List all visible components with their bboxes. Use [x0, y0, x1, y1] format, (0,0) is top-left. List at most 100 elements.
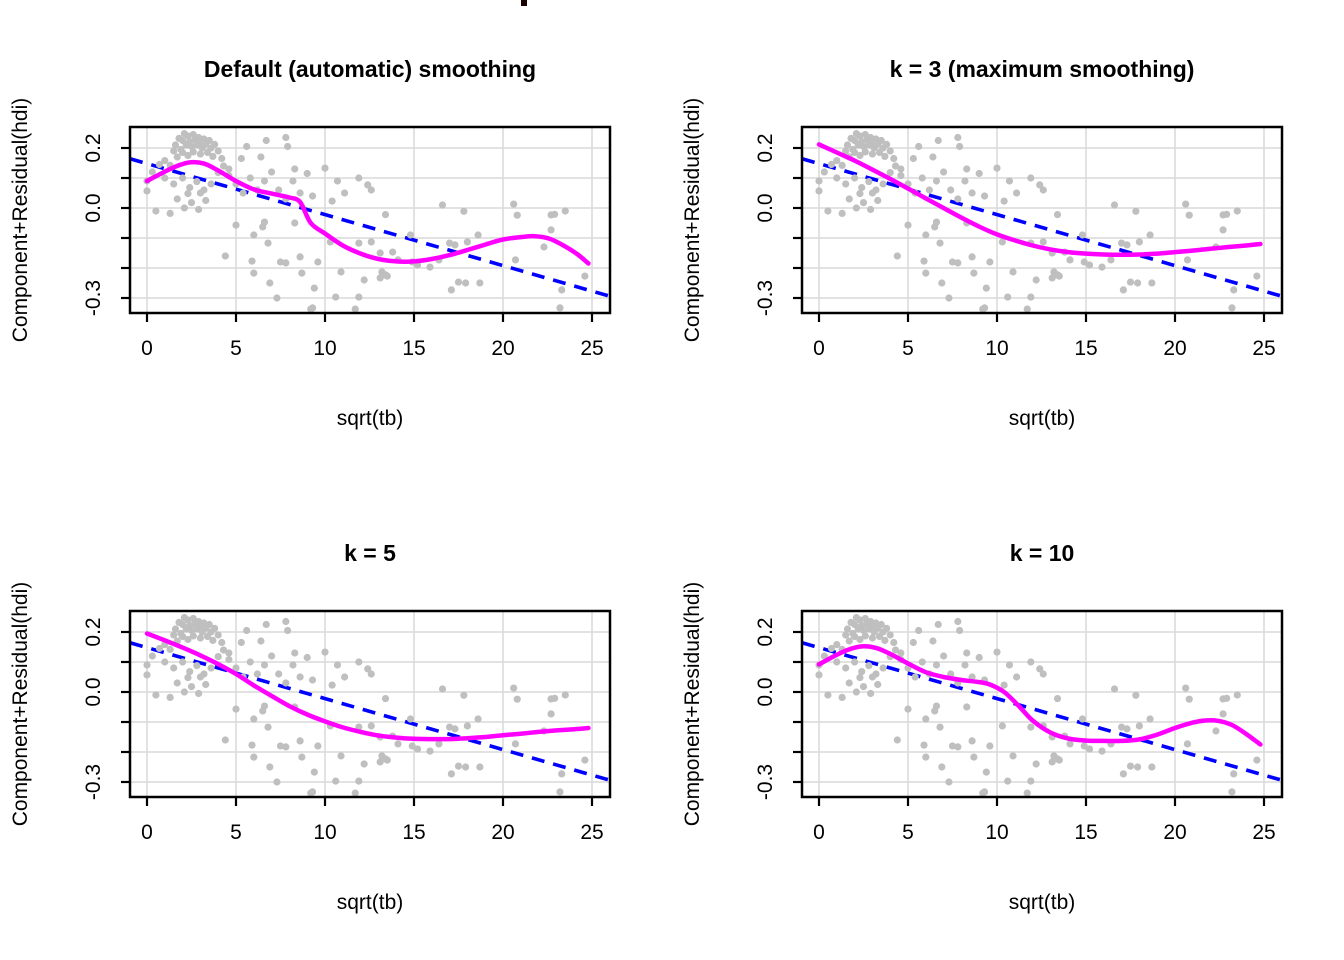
data-point: [282, 679, 290, 687]
data-point: [845, 195, 853, 203]
data-point: [842, 180, 850, 188]
data-point: [1032, 276, 1040, 284]
y-tick-label: 0.0: [82, 193, 105, 222]
panel-svg: 0 5 10 15 20 25 0.2 0.0 -0.3 k = 10 sqrt(tb) Compon…: [681, 540, 1284, 914]
data-point: [1000, 197, 1008, 205]
data-point: [925, 186, 933, 194]
data-point: [897, 165, 905, 173]
data-point: [934, 136, 942, 145]
data-point: [954, 617, 962, 626]
data-point: [1055, 756, 1063, 764]
data-point: [333, 661, 342, 669]
data-point: [289, 661, 297, 669]
data-point: [282, 259, 290, 267]
panel-k5: 0 5 10 15 20 25 0.2 0.0 -0.3 k = 5 sqrt(tb) Compone…: [0, 504, 672, 944]
data-point: [963, 649, 971, 657]
x-tick-label: 0: [813, 337, 825, 360]
data-point: [842, 631, 850, 639]
data-point: [893, 736, 901, 744]
data-point: [815, 671, 823, 679]
scatter-points: [143, 614, 589, 797]
panel-title: Default (automatic) smoothing: [204, 56, 536, 82]
data-point: [463, 238, 471, 246]
data-point: [1110, 201, 1119, 209]
data-point: [243, 626, 251, 635]
data-point: [1212, 727, 1220, 735]
data-point: [438, 201, 447, 209]
data-point: [581, 756, 589, 764]
data-point: [264, 239, 272, 247]
data-point: [284, 142, 292, 151]
data-point: [874, 196, 882, 205]
data-point: [171, 141, 180, 149]
data-point: [364, 181, 372, 189]
data-point: [237, 638, 245, 647]
data-point: [1233, 691, 1241, 699]
panel-k3: 0 5 10 15 20 25 0.2 0.0 -0.3 k = 3 (maximum smoot…: [672, 20, 1344, 460]
data-point: [196, 189, 204, 197]
data-point: [218, 638, 226, 647]
data-point: [1009, 752, 1017, 760]
data-point: [143, 187, 151, 195]
y-axis-title: Component+Residual(hdi): [681, 98, 704, 343]
data-point: [838, 161, 846, 169]
data-point: [219, 162, 228, 170]
data-point: [383, 756, 391, 764]
data-point: [842, 664, 850, 672]
data-point: [332, 293, 340, 301]
data-point: [276, 742, 285, 750]
data-point: [248, 741, 256, 749]
data-point: [558, 286, 566, 294]
data-point: [922, 231, 930, 239]
data-point: [932, 218, 941, 226]
data-point: [173, 679, 181, 687]
data-point: [875, 148, 884, 157]
data-point: [161, 174, 169, 182]
x-tick-label: 20: [1163, 337, 1186, 360]
data-point: [1027, 174, 1035, 182]
data-point: [956, 626, 964, 635]
data-point: [1123, 725, 1131, 733]
data-point: [956, 142, 964, 151]
data-point: [454, 762, 463, 770]
data-point: [1228, 788, 1236, 796]
data-point: [838, 693, 846, 701]
data-point: [856, 635, 864, 644]
data-point: [1009, 268, 1017, 276]
data-point: [1146, 715, 1154, 723]
x-axis-title: sqrt(tb): [337, 891, 404, 914]
data-point: [205, 620, 213, 629]
y-tick-label: -0.3: [82, 280, 105, 316]
data-point: [1048, 758, 1056, 766]
data-point: [932, 661, 941, 669]
data-point: [998, 238, 1006, 246]
data-point: [1126, 762, 1135, 770]
data-point: [993, 648, 1001, 656]
data-point: [262, 620, 270, 629]
data-point: [248, 257, 256, 265]
clipped-main-title-fragment: [521, 0, 527, 6]
linear-fit-line: [801, 641, 1283, 782]
data-point: [510, 684, 518, 692]
data-point: [909, 638, 917, 647]
axis-ticks: [793, 146, 1266, 322]
data-point: [243, 142, 251, 151]
data-point: [1132, 207, 1140, 215]
x-tick-label: 25: [1252, 821, 1275, 844]
data-point: [447, 286, 455, 294]
data-point: [389, 248, 397, 256]
data-point: [513, 211, 521, 219]
data-point: [1036, 181, 1044, 189]
data-point: [581, 272, 589, 280]
data-point: [250, 715, 258, 723]
data-point: [214, 631, 222, 639]
y-tick-label: 0.2: [754, 617, 777, 646]
linear-fit-line: [801, 157, 1283, 298]
data-point: [476, 279, 484, 287]
data-point: [275, 186, 283, 194]
data-point: [276, 258, 285, 266]
data-point: [180, 688, 188, 696]
data-point: [929, 637, 937, 645]
data-point: [310, 768, 318, 776]
data-point: [948, 742, 957, 750]
